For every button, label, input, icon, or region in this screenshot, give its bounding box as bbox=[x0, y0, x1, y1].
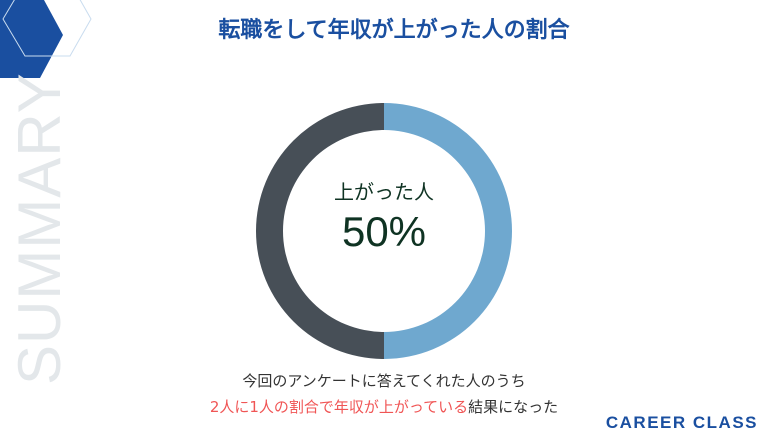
page-title: 転職をして年収が上がった人の割合 bbox=[218, 18, 570, 43]
caption-rest: 結果になった bbox=[468, 398, 559, 416]
outline-hexagon-shape bbox=[2, 0, 92, 57]
center-label: 上がった人 bbox=[334, 180, 434, 204]
center-value: 50% bbox=[341, 208, 427, 255]
donut-slice-1 bbox=[256, 103, 384, 359]
hexagon-decoration bbox=[0, 0, 92, 78]
blue-hexagon-shape bbox=[0, 0, 63, 78]
caption-line-1: 今回のアンケートに答えてくれた人のうち bbox=[242, 372, 526, 390]
caption-highlight: 2人に1人の割合で年収が上がっている bbox=[209, 398, 469, 416]
donut-slice-0 bbox=[384, 103, 512, 359]
caption-line-2: 2人に1人の割合で年収が上がっている結果になった bbox=[0, 396, 768, 417]
career-class-logo: CAREER CLASS bbox=[605, 413, 758, 432]
